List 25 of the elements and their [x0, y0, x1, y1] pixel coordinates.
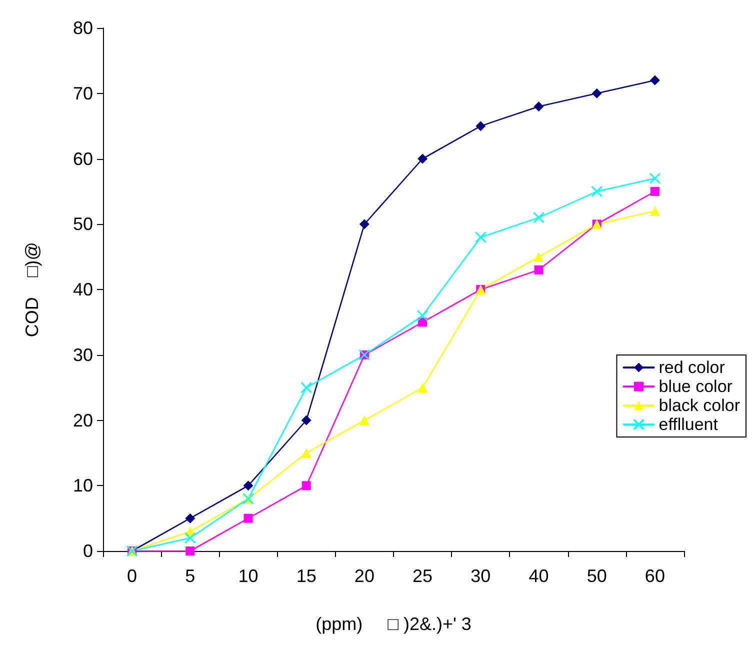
x-tick-label: 0 — [127, 566, 138, 586]
x-tick-label: 40 — [528, 566, 549, 586]
y-axis-title: COD □)@ — [22, 242, 42, 338]
x-tick-label: 20 — [354, 566, 374, 586]
x-axis-title: (ppm) □ )2&.)+' 3 — [316, 614, 472, 634]
x-tick-label: 15 — [296, 566, 316, 586]
x-tick-label: 50 — [586, 566, 607, 586]
y-tick-label: 80 — [72, 18, 93, 38]
x-tick-label: 25 — [412, 566, 433, 586]
legend-label: black color — [658, 396, 740, 415]
y-tick-label: 20 — [72, 410, 93, 430]
x-tick-label: 60 — [644, 566, 665, 586]
y-tick-label: 40 — [72, 280, 93, 300]
legend-label: red color — [658, 358, 726, 377]
y-tick-label: 60 — [72, 148, 93, 169]
x-tick-label: 5 — [185, 566, 196, 586]
y-tick-label: 10 — [72, 476, 93, 496]
x-tick-label: 30 — [470, 566, 491, 586]
y-tick-label: 70 — [72, 83, 93, 104]
legend-label: efflluent — [658, 415, 718, 434]
y-tick-label: 0 — [82, 541, 93, 561]
y-tick-label: 30 — [72, 344, 93, 365]
y-tick-label: 50 — [72, 214, 93, 234]
x-tick-label: 10 — [238, 566, 258, 586]
legend-label: blue color — [658, 377, 733, 396]
